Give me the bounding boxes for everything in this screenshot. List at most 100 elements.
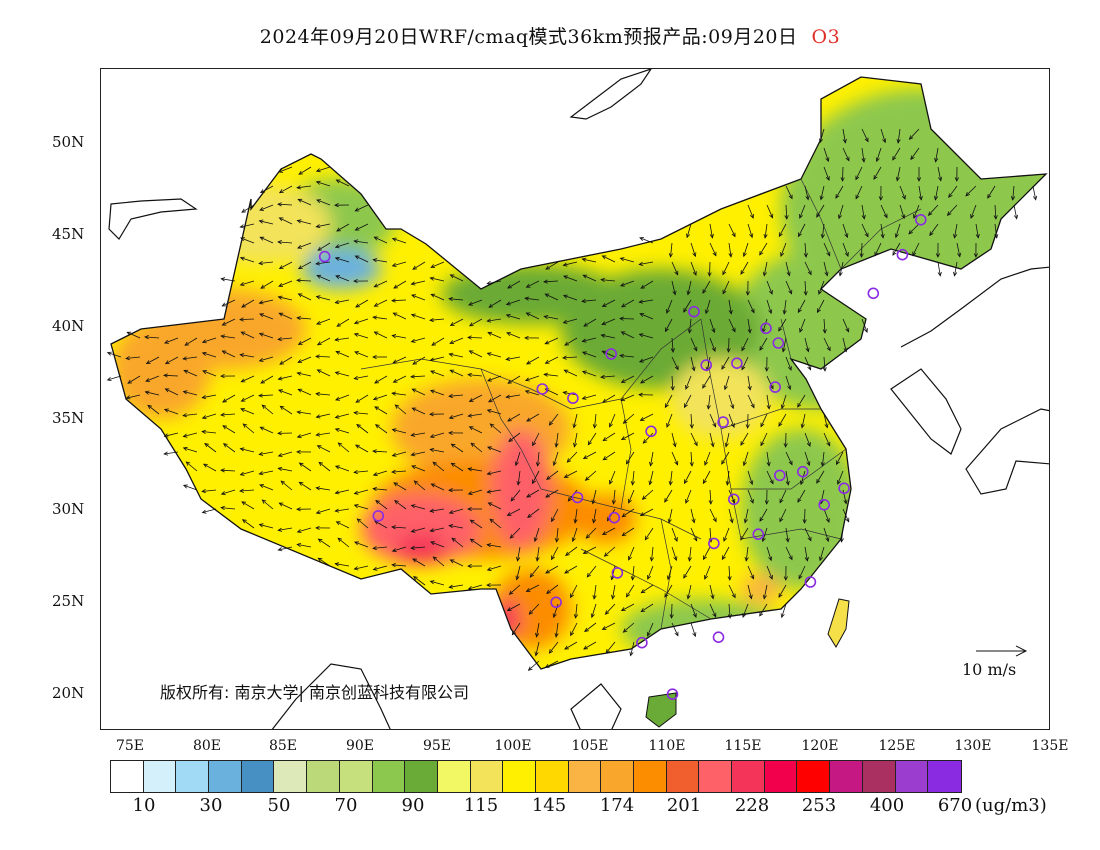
wind-vector-head <box>602 398 608 403</box>
wind-vector <box>430 449 445 453</box>
wind-vector-head <box>586 572 592 578</box>
wind-vector <box>892 147 901 161</box>
wind-vector <box>222 350 236 358</box>
wind-vector <box>391 526 407 529</box>
wind-vector-head <box>610 575 615 581</box>
wind-vector-head <box>334 203 339 208</box>
wind-vector <box>260 236 274 244</box>
wind-vector <box>335 242 350 248</box>
wind-vector-head <box>525 283 531 288</box>
wind-vector-head <box>552 613 557 619</box>
wind-vector-head <box>759 517 764 522</box>
wind-vector-head <box>629 651 634 657</box>
wind-vector-head <box>315 510 321 515</box>
wind-vector <box>279 217 293 225</box>
wind-vector <box>145 391 160 396</box>
wind-vector <box>507 603 521 611</box>
wind-vector <box>707 394 711 409</box>
wind-vector-head <box>144 335 149 340</box>
wind-vector-head <box>835 194 840 199</box>
wind-vector-head <box>855 175 860 181</box>
wind-vector-head <box>711 328 716 334</box>
wind-vector <box>278 337 293 340</box>
wind-vector-head <box>802 519 807 524</box>
wind-vector <box>605 603 616 615</box>
wind-vector-head <box>611 499 616 505</box>
wind-vector-head <box>844 252 849 257</box>
wind-vector-head <box>449 369 455 374</box>
lon-label: 85E <box>268 738 298 754</box>
wind-vector-head <box>910 155 915 161</box>
wind-vector-head <box>766 461 771 467</box>
wind-vector <box>728 603 731 619</box>
coastline <box>570 683 622 729</box>
wind-vector <box>317 242 331 251</box>
wind-vector <box>517 546 521 561</box>
wind-vector-head <box>768 309 773 315</box>
wind-vector <box>202 413 217 419</box>
wind-vector-head <box>507 284 512 289</box>
wind-vector-head <box>526 493 531 498</box>
wind-vector-head <box>334 299 340 305</box>
wind-vector-head <box>353 504 359 509</box>
wind-vector <box>690 432 698 446</box>
wind-vector <box>433 556 445 567</box>
wind-vector <box>747 470 753 485</box>
wind-vector-head <box>449 559 455 564</box>
wind-vector <box>147 404 160 415</box>
wind-vector <box>259 220 274 225</box>
wind-vector <box>335 351 350 358</box>
wind-vector <box>551 508 559 522</box>
wind-vector <box>506 314 521 320</box>
wind-vector-head <box>410 504 416 509</box>
wind-vector-head <box>429 276 435 281</box>
wind-vector-head <box>894 233 899 239</box>
wind-vector <box>220 413 236 416</box>
wind-vector-head <box>572 423 577 429</box>
wind-vector-head <box>787 366 792 371</box>
wind-vector <box>470 519 483 529</box>
wind-vector <box>316 487 331 491</box>
wind-vector-head <box>469 538 475 543</box>
wind-vector <box>430 432 445 438</box>
wind-vector <box>354 351 369 358</box>
wind-vector <box>469 426 483 434</box>
wind-vector-head <box>279 405 285 410</box>
wind-vector-head <box>487 446 492 451</box>
wind-vector-head <box>524 390 530 394</box>
wind-vector <box>545 356 559 364</box>
colorbar-swatch <box>209 761 242 792</box>
wind-vector <box>354 412 369 415</box>
wind-vector-head <box>707 272 712 277</box>
wind-vector <box>837 470 844 485</box>
wind-vector-head <box>826 441 831 447</box>
wind-vector-head <box>706 404 711 410</box>
wind-vector <box>163 374 179 377</box>
wind-vector-head <box>685 498 690 504</box>
wind-vector <box>450 274 464 282</box>
city-marker <box>571 491 584 504</box>
wind-vector <box>664 584 673 598</box>
colorbar-label: 90 <box>401 795 425 816</box>
wind-vector-head <box>582 274 588 279</box>
wind-vector-head <box>800 423 805 429</box>
wind-vector-head <box>570 631 575 637</box>
wind-vector-head <box>506 511 512 516</box>
wind-vector <box>392 546 407 552</box>
wind-vector <box>242 519 255 529</box>
wind-vector-head <box>373 236 379 241</box>
wind-vector <box>855 166 863 180</box>
wind-vector <box>221 489 236 495</box>
wind-vector-head <box>826 251 831 257</box>
wind-vector-head <box>164 388 170 393</box>
wind-vector <box>145 375 160 382</box>
wind-vector-head <box>786 271 791 277</box>
wind-vector <box>709 432 714 447</box>
wind-vector <box>628 546 635 561</box>
wind-vector <box>374 236 388 244</box>
wind-vector-head <box>584 627 589 633</box>
wind-vector-head <box>391 563 396 568</box>
wind-vector <box>280 405 293 415</box>
wind-vector-head <box>895 176 900 182</box>
wind-vector <box>469 318 483 327</box>
